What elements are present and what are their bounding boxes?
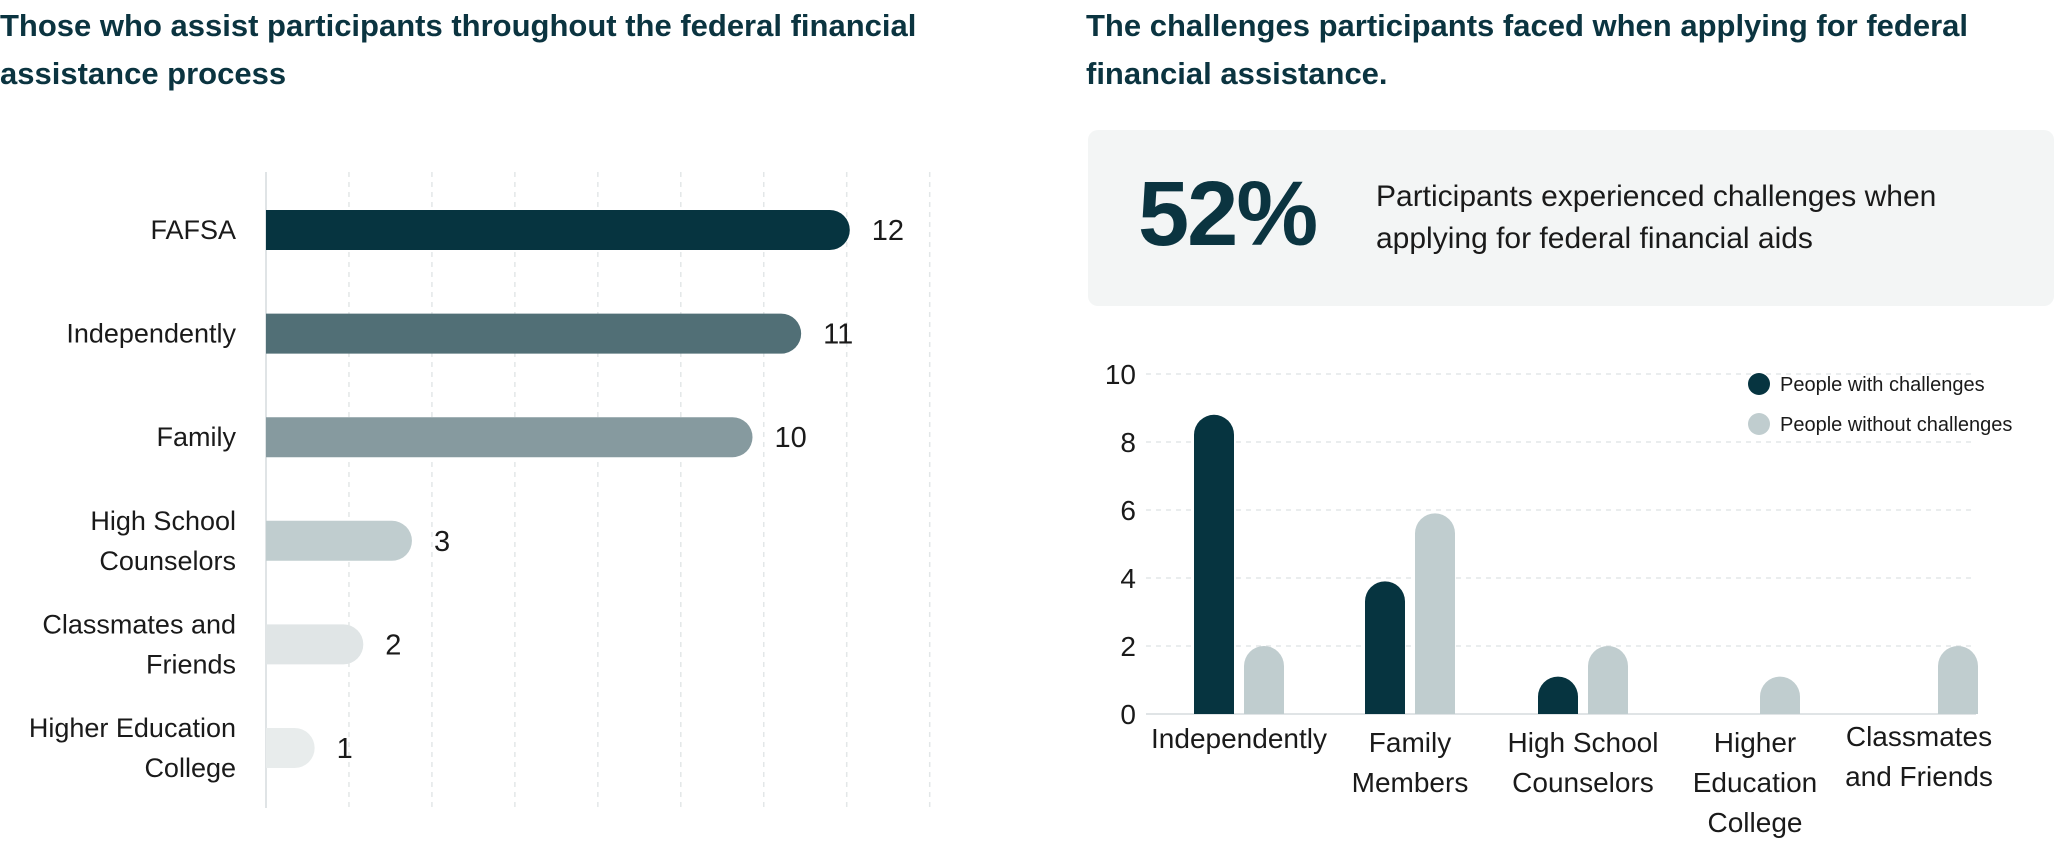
left-chart-title: Those who assist participants throughout… <box>0 8 917 91</box>
x-tick-label: Higher <box>1714 727 1796 758</box>
data-label: 12 <box>872 215 904 247</box>
legend-label: People without challenges <box>1780 414 2012 436</box>
legend-label: People with challenges <box>1780 374 1985 396</box>
bar <box>266 313 802 354</box>
bar <box>1365 581 1405 714</box>
stat-callout: 52% Participants experienced challenges … <box>1088 130 2054 306</box>
x-tick-label: Education <box>1693 767 1818 798</box>
y-tick-label: 2 <box>1120 631 1136 662</box>
bar <box>1415 513 1455 714</box>
y-tick-label: 8 <box>1120 427 1136 458</box>
category-label: Independently <box>66 319 236 349</box>
bar <box>1194 414 1234 714</box>
category-label: Counselors <box>99 546 236 576</box>
bar <box>1760 676 1800 714</box>
category-label: FAFSA <box>150 215 236 245</box>
category-label: Family <box>157 422 237 452</box>
y-tick-label: 0 <box>1120 699 1136 730</box>
y-tick-label: 6 <box>1120 495 1136 526</box>
stat-description: Participants experienced challenges when… <box>1376 180 1937 255</box>
y-tick-label: 4 <box>1120 563 1136 594</box>
x-tick-label: College <box>1708 807 1803 838</box>
category-label: Friends <box>146 649 236 679</box>
data-label: 3 <box>434 526 450 558</box>
bar <box>266 520 412 561</box>
legend-swatch <box>1748 413 1770 435</box>
category-label: Classmates and <box>42 609 236 639</box>
x-tick-label: and Friends <box>1845 761 1993 792</box>
data-label: 1 <box>337 733 353 765</box>
bar <box>266 728 315 768</box>
data-label: 10 <box>775 422 807 454</box>
bar <box>266 417 753 458</box>
bar <box>266 210 850 250</box>
stat-value: 52% <box>1138 163 1318 265</box>
bar <box>266 624 364 665</box>
x-tick-label: Classmates <box>1846 721 1992 752</box>
data-label: 2 <box>385 629 401 661</box>
x-tick-label: Family <box>1369 727 1451 758</box>
x-tick-label: High School <box>1508 727 1659 758</box>
category-label: Higher Education <box>29 713 236 743</box>
bar <box>1588 646 1628 714</box>
x-tick-label: Counselors <box>1512 767 1654 798</box>
data-label: 11 <box>823 319 853 351</box>
category-label: High School <box>90 506 236 536</box>
bar <box>1538 676 1578 714</box>
right-chart-title: The challenges participants faced when a… <box>1086 8 1968 91</box>
x-tick-label: Independently <box>1151 723 1327 754</box>
challenges-grouped-bar-chart: 0 2 4 6 8 10 Independently Family Members High Sc… <box>1105 359 2013 838</box>
bar <box>1244 646 1284 714</box>
bar <box>1938 646 1978 714</box>
legend-swatch <box>1748 373 1770 395</box>
y-tick-label: 10 <box>1105 359 1136 390</box>
x-tick-label: Members <box>1352 767 1469 798</box>
category-label: College <box>144 753 236 783</box>
